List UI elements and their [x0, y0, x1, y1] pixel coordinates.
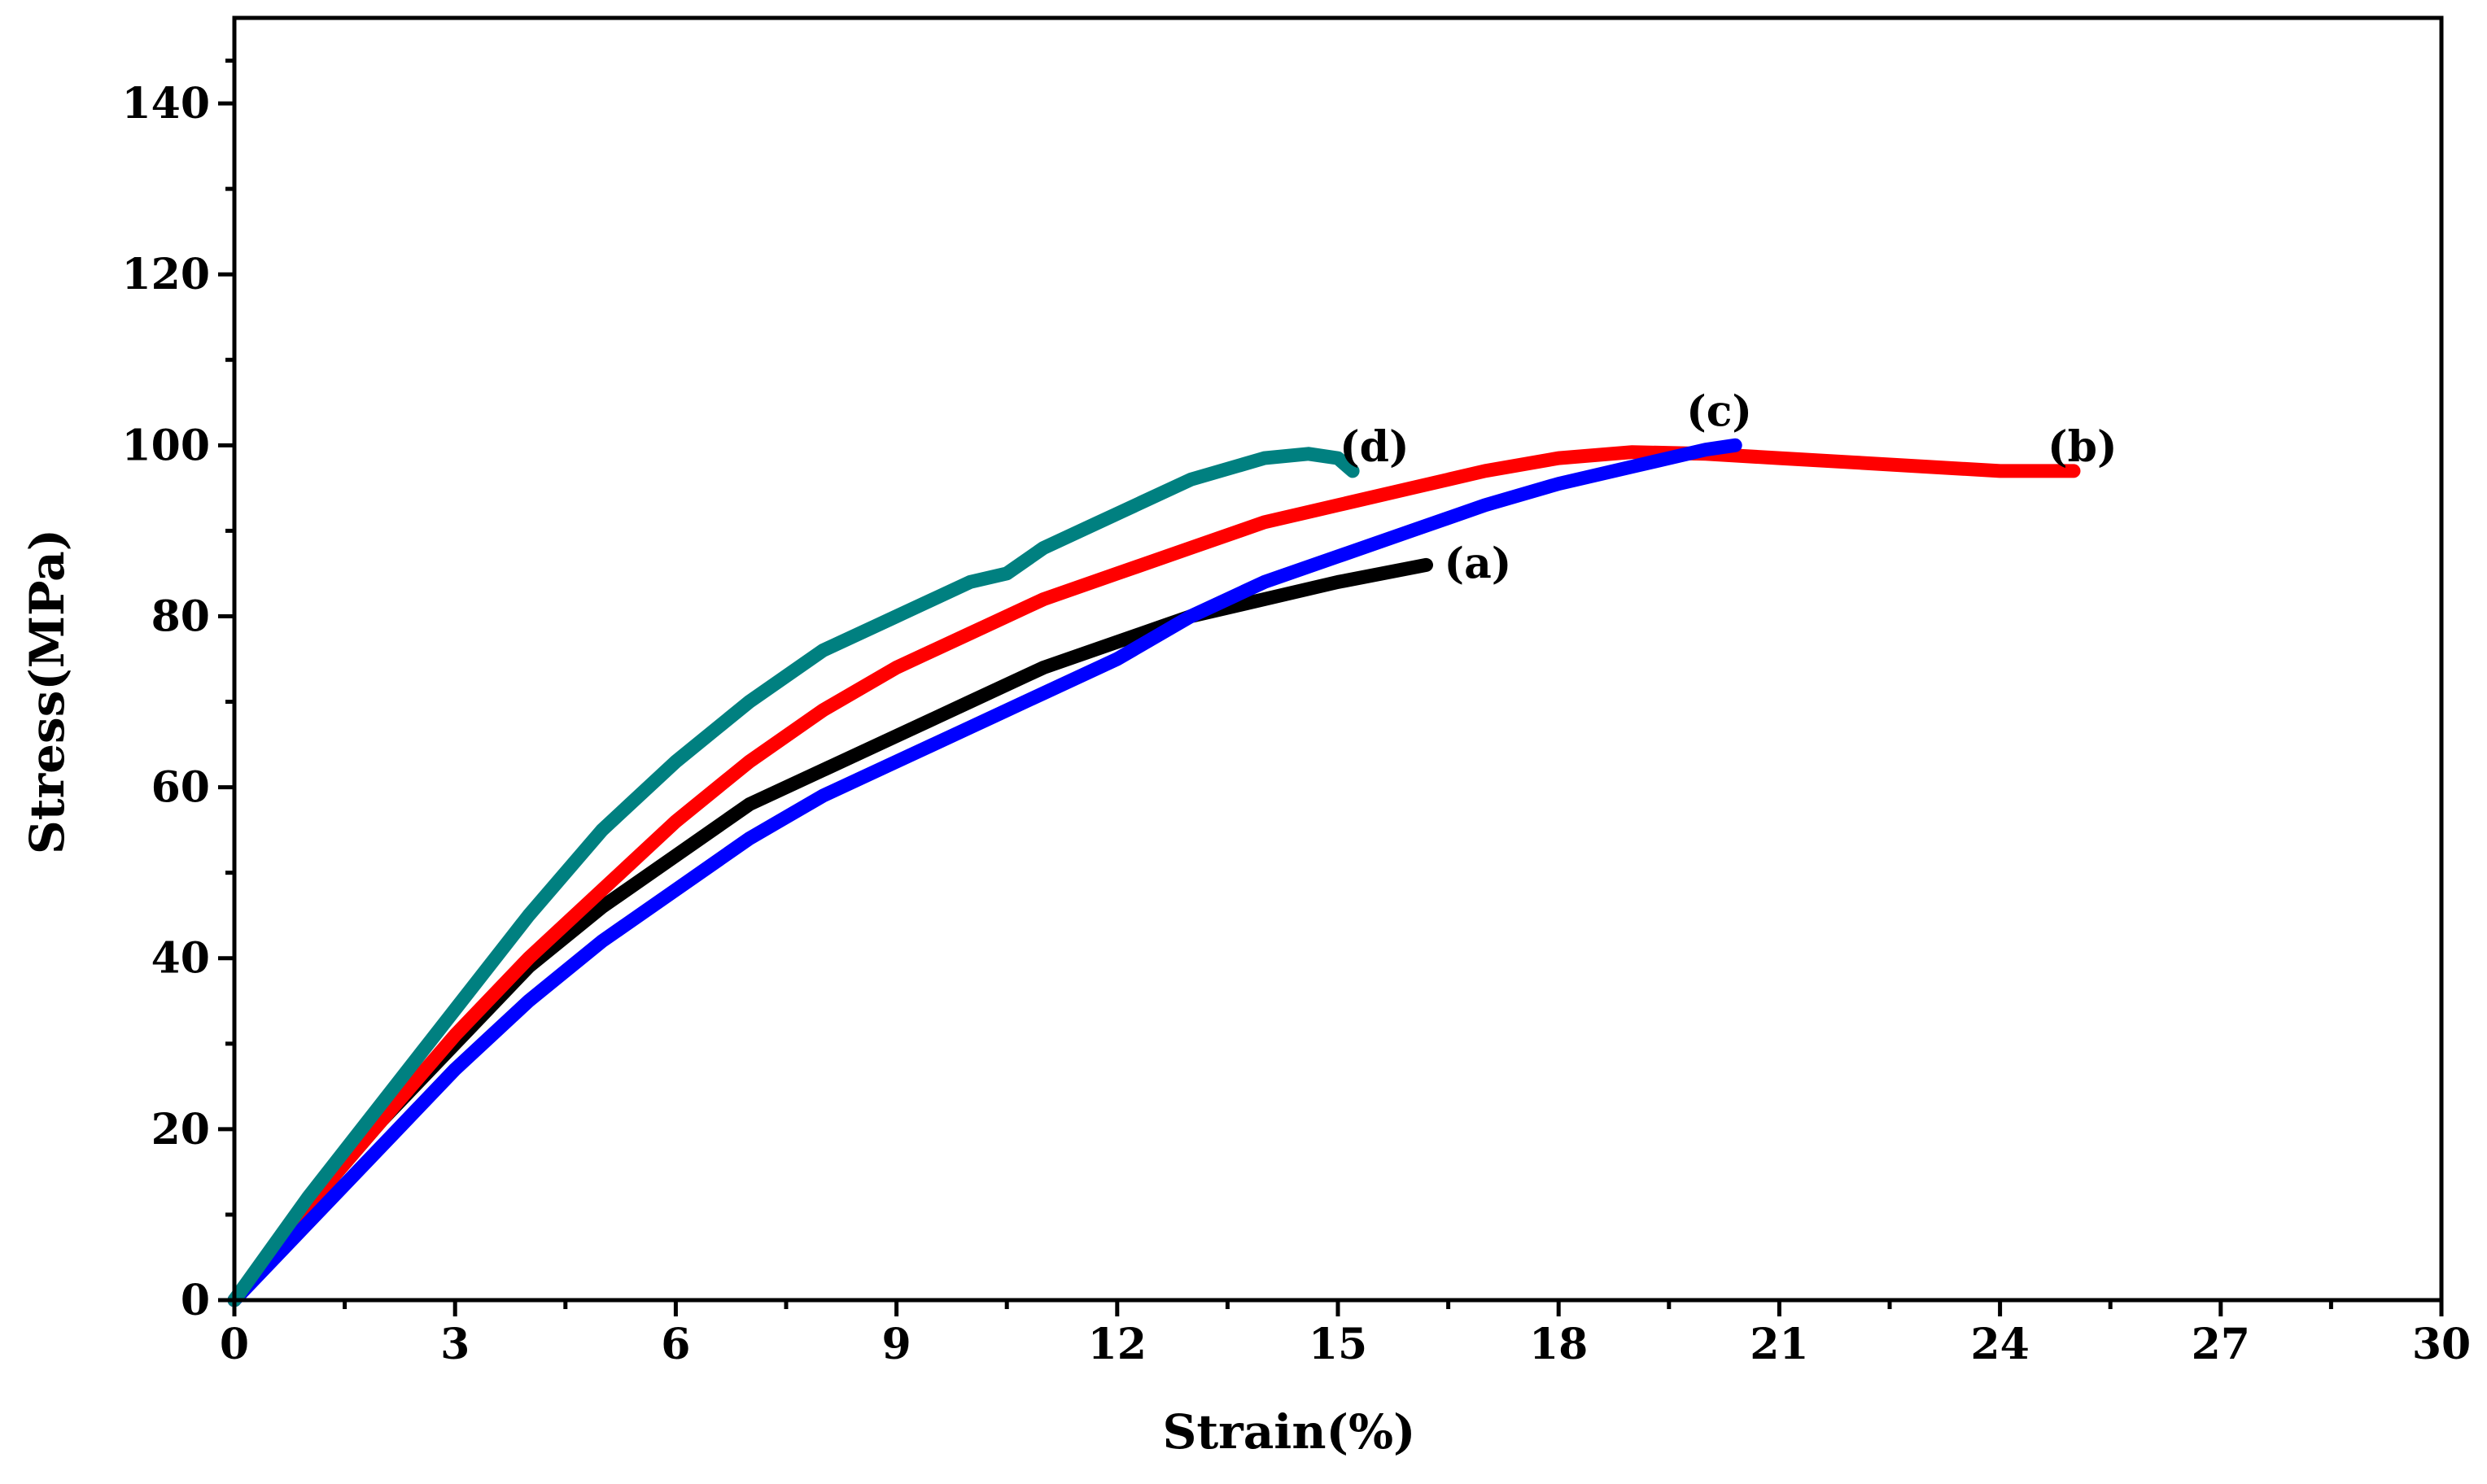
series-layer: [227, 438, 2081, 1307]
y-tick-label: 100: [121, 421, 210, 470]
series-label-d: (d): [1340, 422, 1410, 472]
series-label-b: (b): [2048, 422, 2118, 472]
x-tick-label: 3: [440, 1320, 470, 1369]
y-tick-label: 0: [181, 1276, 210, 1325]
x-tick-label: 12: [1088, 1320, 1147, 1369]
y-axis-title: Stress(MPa): [20, 529, 75, 854]
x-tick-label: 27: [2192, 1320, 2250, 1369]
y-tick-label: 60: [151, 763, 210, 813]
x-tick-label: 24: [1970, 1320, 2029, 1369]
series-line-c: [227, 438, 1742, 1307]
tick-layer: 0 3 6 9 12 15 18 21 24 27 30 0 20 40 60 80 100 120 140: [121, 59, 2471, 1369]
x-tick-label: 30: [2412, 1320, 2471, 1369]
x-tick-label: 21: [1750, 1320, 1808, 1369]
y-tick-label: 40: [151, 934, 210, 984]
x-tick-label: 6: [661, 1320, 690, 1369]
y-tick-label: 140: [121, 79, 210, 129]
x-tick-label: 15: [1309, 1320, 1367, 1369]
series-line-d: [227, 447, 1360, 1307]
y-tick-label: 80: [151, 591, 210, 641]
series-label-a: (a): [1444, 539, 1511, 588]
x-axis-title: Strain(%): [1162, 1404, 1415, 1460]
series-line-b: [227, 445, 2081, 1307]
x-tick-label: 0: [220, 1320, 249, 1369]
label-layer: (a) (b) (c) (d): [1340, 386, 2117, 588]
series-label-c: (c): [1686, 386, 1752, 436]
x-tick-label: 18: [1529, 1320, 1588, 1369]
x-tick-label: 9: [882, 1320, 911, 1369]
y-tick-label: 120: [121, 250, 210, 299]
y-tick-label: 20: [151, 1105, 210, 1154]
